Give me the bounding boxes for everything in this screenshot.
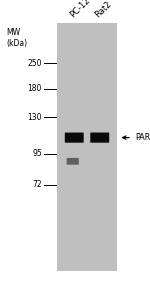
FancyBboxPatch shape: [90, 133, 109, 143]
Text: Rat2: Rat2: [93, 0, 113, 20]
Text: 95: 95: [32, 149, 42, 158]
Text: PARP: PARP: [135, 133, 150, 142]
Text: PC-12: PC-12: [68, 0, 92, 20]
Text: 180: 180: [28, 84, 42, 93]
Text: 250: 250: [27, 59, 42, 68]
Text: MW
(kDa): MW (kDa): [6, 28, 27, 48]
Text: 72: 72: [32, 180, 42, 189]
Text: 130: 130: [27, 113, 42, 122]
FancyBboxPatch shape: [65, 133, 84, 143]
FancyBboxPatch shape: [67, 158, 79, 165]
Bar: [57, 23, 117, 271]
